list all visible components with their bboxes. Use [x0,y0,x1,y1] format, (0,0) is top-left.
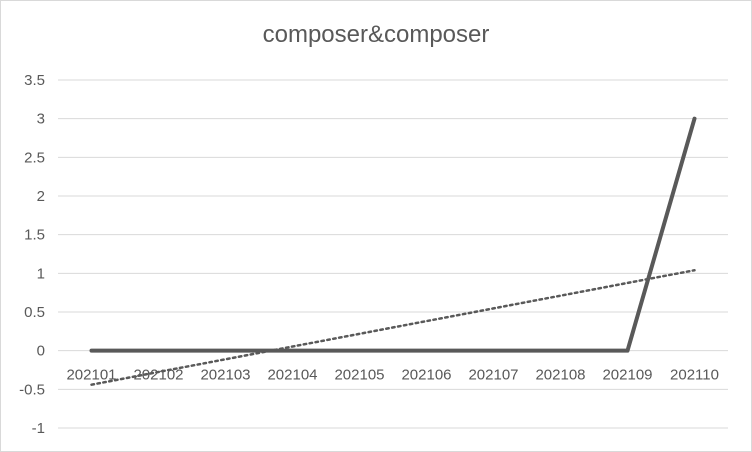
x-tick-label: 202104 [267,367,317,384]
chart-title: composer&composer [262,21,490,48]
series-group [89,116,697,386]
x-tick-label: 202102 [133,367,183,384]
series-line [89,116,697,353]
y-tick-label: 1 [37,265,45,282]
x-tick-label: 202107 [468,367,518,384]
x-tick-label: 202109 [602,367,652,384]
x-tick-label: 202106 [401,367,451,384]
trendline [90,268,696,386]
y-tick-label: 0.5 [24,304,45,321]
x-tick-label: 202105 [334,367,384,384]
y-tick-label: 2 [37,188,45,205]
x-tick-label: 202110 [670,367,719,384]
gridlines [58,79,728,429]
y-tick-label: 3.5 [24,72,45,89]
y-tick-label: 0 [37,343,45,360]
y-tick-label: -0.5 [19,381,45,398]
y-tick-label: -1 [32,420,45,437]
y-tick-label: 1.5 [24,227,45,244]
x-axis: 202101 202102 202103 202104 202105 202106 2021… [66,367,719,384]
y-tick-label: 2.5 [24,149,45,166]
x-tick-label: 202101 [66,367,116,384]
x-tick-label: 202103 [200,367,250,384]
y-tick-label: 3 [37,111,45,128]
x-tick-label: 202108 [535,367,585,384]
y-axis: 3.5 3 2.5 2 1.5 1 0.5 0 -0.5 -1 [19,72,45,437]
